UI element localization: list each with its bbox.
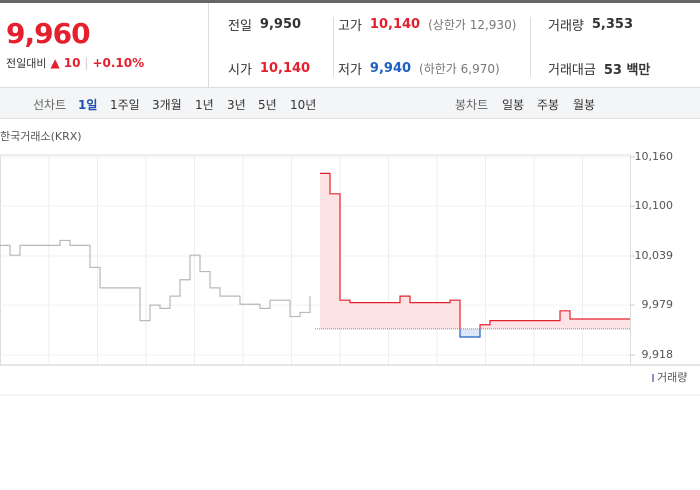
price-line-down (459, 328, 481, 338)
change-label: 전일대비 (6, 57, 47, 70)
divider: | (84, 56, 89, 70)
price-line (0, 239, 311, 322)
stat-value: 9,940 (369, 61, 412, 76)
price-box: 9,960 전일대비 ▲ 10 | +0.10% (0, 3, 209, 88)
stat-note: (하한가 6,970) (419, 62, 500, 76)
stat-label: 저가 (338, 63, 362, 78)
divider (333, 17, 334, 77)
tab[interactable]: 10년 (290, 98, 317, 112)
stat: 전일 9,950 (228, 15, 301, 34)
stat-value: 10,140 (369, 17, 421, 32)
stat: 시가 10,140 (228, 59, 310, 78)
tab[interactable]: 1일 (78, 98, 98, 112)
price-line (320, 172, 630, 329)
price: 9,960 (6, 17, 91, 50)
tab[interactable]: 주봉 (537, 98, 560, 112)
stat-label: 전일 (228, 19, 252, 34)
area-down (460, 328, 480, 337)
tab[interactable]: 1주일 (110, 98, 140, 112)
tab-group-label: 선차트 (33, 98, 67, 112)
stat-value: 5,353 (591, 17, 634, 32)
tab-group-label: 봉차트 (455, 98, 489, 112)
y-tick-label: 10,100 (635, 199, 674, 212)
tab[interactable]: 월봉 (573, 98, 596, 112)
change-value: 10 (63, 56, 81, 70)
y-tick-label: 9,918 (642, 348, 674, 361)
stat: 거래대금 53 백만 (548, 59, 650, 78)
volume-legend-icon (652, 374, 654, 382)
stat-note: (상한가 12,930) (428, 18, 517, 32)
stat-label: 거래량 (548, 19, 584, 34)
area-up (320, 173, 630, 329)
tab-bar: 선차트 1일 1주일 3개월 1년 3년 5년 10년 봉차트 일봉 주봉 월봉 (0, 88, 700, 119)
volume-legend: 거래량 (657, 371, 687, 384)
y-tick-label: 10,160 (635, 150, 674, 163)
tab[interactable]: 5년 (258, 98, 277, 112)
divider (530, 17, 531, 77)
stat-label: 시가 (228, 63, 252, 78)
tab[interactable]: 1년 (195, 98, 214, 112)
up-icon: ▲ (50, 56, 60, 70)
stat-value: 9,950 (259, 17, 302, 32)
change-pct: +0.10% (92, 56, 145, 70)
change: 전일대비 ▲ 10 | +0.10% (6, 55, 144, 71)
tab[interactable]: 일봉 (502, 98, 525, 112)
stat-label: 고가 (338, 19, 362, 34)
plot-frame (0, 154, 631, 366)
y-tick-label: 10,039 (635, 249, 674, 262)
stat: 저가 9,940 (하한가 6,970) (338, 59, 500, 78)
quote-panel: 9,960 전일대비 ▲ 10 | +0.10% 전일 9,950 고가 10,140 (상한가… (0, 0, 700, 88)
source-label: 한국거래소(KRX) (0, 130, 82, 143)
tab[interactable]: 3개월 (152, 98, 182, 112)
stat: 고가 10,140 (상한가 12,930) (338, 15, 516, 34)
stat-value: 10,140 (259, 61, 311, 76)
stat: 거래량 5,353 (548, 15, 633, 34)
tab[interactable]: 3년 (227, 98, 246, 112)
chart: 한국거래소(KRX) 10,160 10,100 10,039 9,979 9,918 거래… (0, 130, 700, 396)
stat-value: 53 백만 (603, 63, 651, 78)
y-tick-label: 9,979 (642, 298, 674, 311)
stat-label: 거래대금 (548, 63, 596, 78)
